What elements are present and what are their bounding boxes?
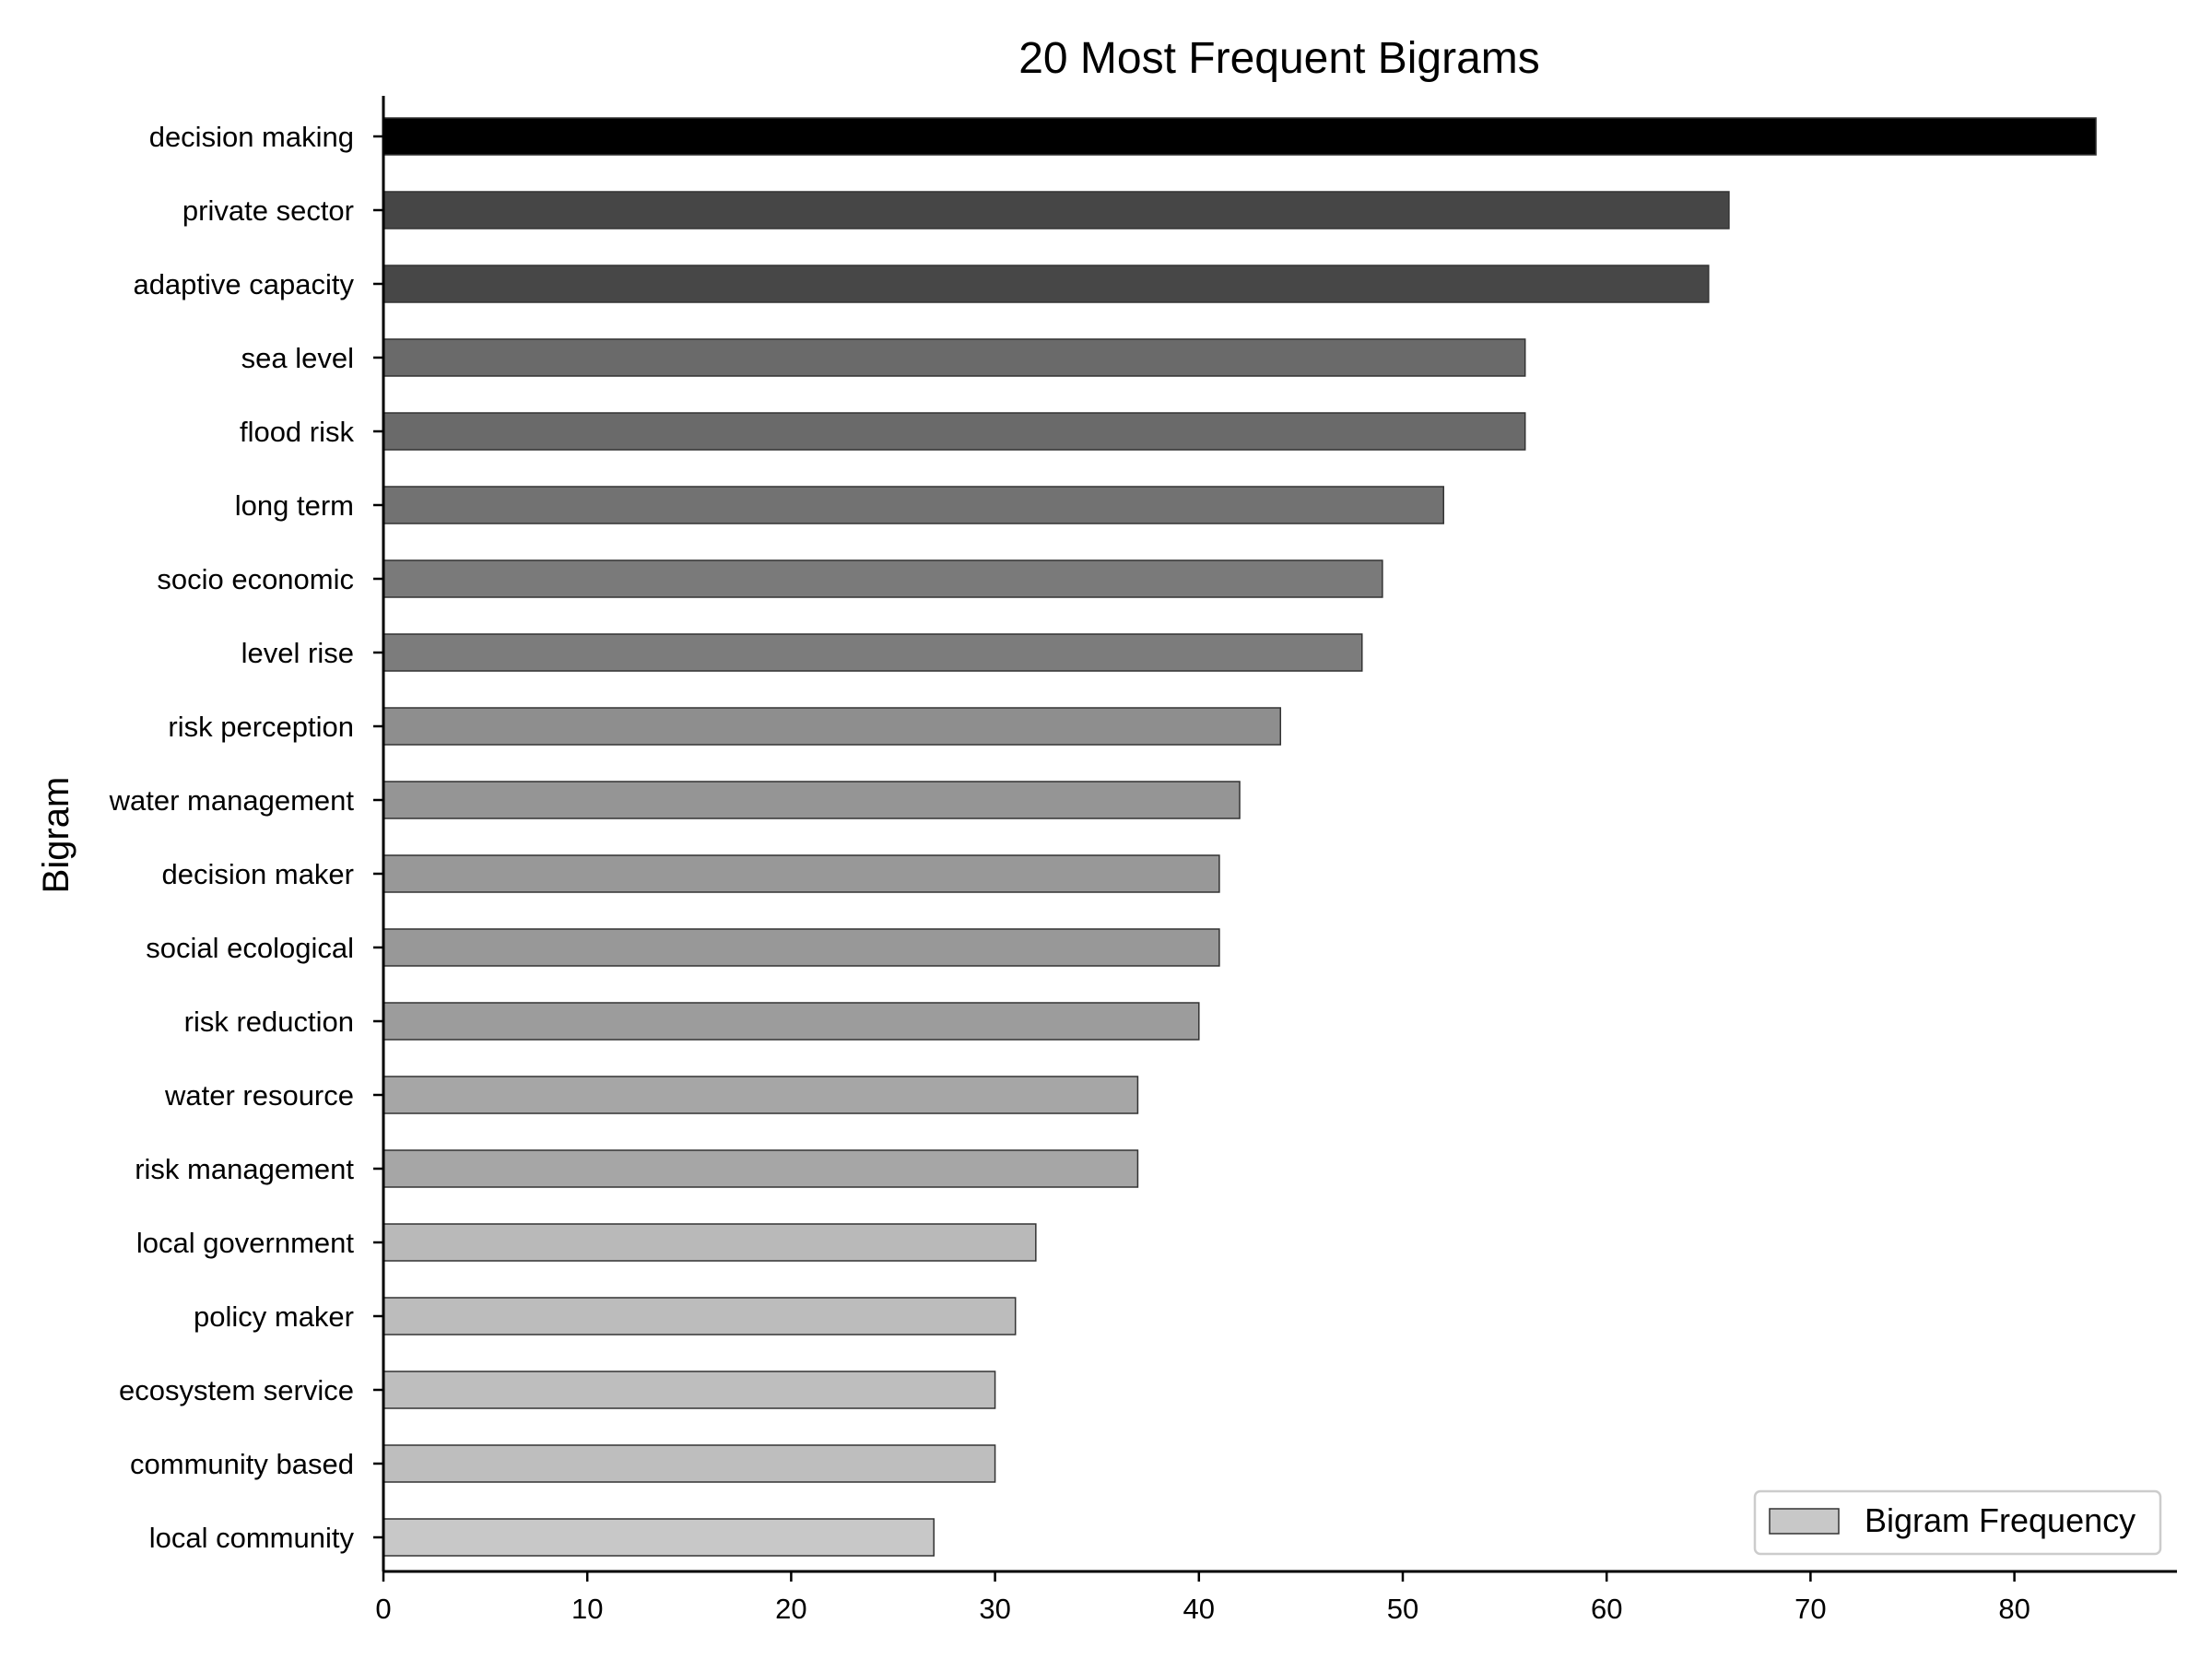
- y-tick-label: decision maker: [162, 858, 354, 890]
- bar-risk-management: [382, 1149, 1139, 1188]
- y-axis-label: Bigram: [36, 777, 76, 894]
- y-tick-label: sea level: [241, 342, 354, 374]
- y-axis-ticks: decision making private sector adaptive ca…: [109, 121, 383, 1554]
- bar-decision-making: [382, 117, 2097, 156]
- y-tick-label: ecosystem service: [119, 1374, 354, 1406]
- bar-level-rise: [382, 633, 1363, 672]
- legend-swatch: [1769, 1508, 1840, 1535]
- y-tick-label: water resource: [164, 1079, 354, 1112]
- bar-adaptive-capacity: [382, 265, 1710, 303]
- y-tick-label: policy maker: [194, 1300, 354, 1333]
- bar-policy-maker: [382, 1297, 1017, 1335]
- x-tick-label: 80: [1998, 1593, 2030, 1625]
- bar-local-community: [382, 1518, 935, 1557]
- bar-ecosystem-service: [382, 1371, 996, 1409]
- y-tick-label: socio economic: [157, 563, 354, 595]
- y-tick-label: long term: [235, 489, 354, 522]
- y-tick-label: social ecological: [146, 932, 354, 964]
- x-tick-label: 50: [1387, 1593, 1418, 1625]
- y-tick-label: risk management: [135, 1153, 354, 1185]
- x-tick-label: 0: [375, 1593, 391, 1625]
- x-axis-ticks: 0 10 20 30 40 50 60 70 80: [375, 1571, 2030, 1625]
- x-tick-label: 30: [979, 1593, 1010, 1625]
- bar-social-ecological: [382, 928, 1220, 967]
- y-tick-label: risk perception: [168, 711, 354, 743]
- x-tick-label: 40: [1183, 1593, 1215, 1625]
- y-tick-label: local community: [149, 1522, 355, 1554]
- bar-local-government: [382, 1223, 1037, 1262]
- x-tick-label: 20: [775, 1593, 806, 1625]
- bar-sea-level: [382, 338, 1526, 377]
- x-tick-label: 70: [1794, 1593, 1826, 1625]
- bar-flood-risk: [382, 412, 1526, 451]
- x-tick-label: 60: [1591, 1593, 1622, 1625]
- y-tick-label: level rise: [241, 637, 354, 669]
- x-tick-label: 10: [571, 1593, 603, 1625]
- bar-risk-perception: [382, 707, 1282, 746]
- legend-box: [1753, 1489, 2162, 1556]
- bar-socio-economic: [382, 559, 1383, 598]
- y-tick-label: local government: [136, 1227, 354, 1259]
- bar-community-based: [382, 1444, 996, 1483]
- y-tick-label: private sector: [182, 194, 354, 227]
- chart-title: 20 Most Frequent Bigrams: [1018, 34, 1540, 83]
- y-tick-label: community based: [130, 1448, 354, 1480]
- y-tick-label: flood risk: [240, 416, 355, 448]
- bars-group: [382, 117, 2097, 1557]
- y-tick-label: adaptive capacity: [133, 268, 354, 300]
- bar-water-management: [382, 781, 1241, 819]
- legend: Bigram Frequency: [1753, 1489, 2162, 1556]
- bar-private-sector: [382, 191, 1730, 229]
- bar-risk-reduction: [382, 1002, 1200, 1041]
- bar-long-term: [382, 486, 1444, 524]
- bar-decision-maker: [382, 854, 1220, 893]
- y-tick-label: water management: [109, 784, 355, 817]
- y-tick-label: decision making: [149, 121, 354, 153]
- y-tick-label: risk reduction: [184, 1006, 354, 1038]
- legend-label: Bigram Frequency: [1865, 1501, 2136, 1539]
- bar-water-resource: [382, 1076, 1139, 1114]
